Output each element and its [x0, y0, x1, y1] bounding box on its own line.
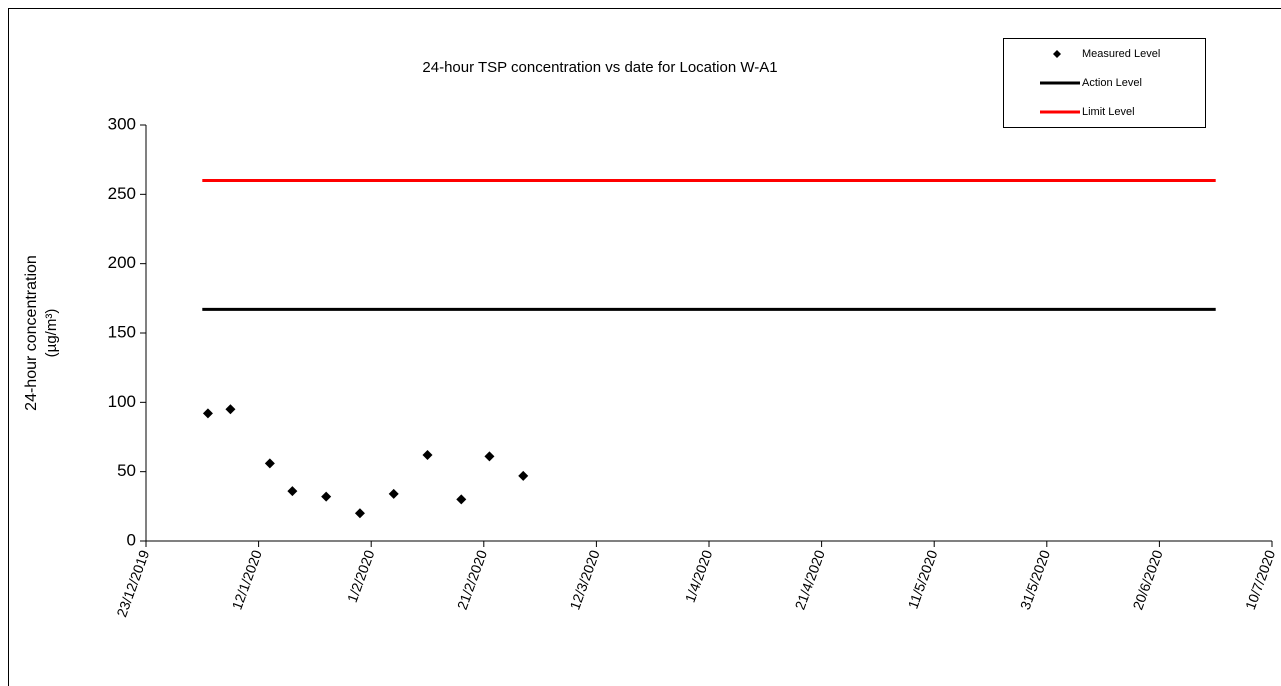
chart-frame [8, 8, 1281, 686]
x-tick-label: 21/4/2020 [792, 548, 828, 612]
y-tick-label: 0 [127, 530, 136, 549]
y-tick-label: 200 [108, 253, 136, 272]
legend-marker [1053, 50, 1061, 58]
x-tick-label: 12/3/2020 [566, 548, 602, 612]
legend-label: Measured Level [1082, 48, 1160, 60]
data-point [518, 470, 529, 481]
x-tick-label: 11/5/2020 [905, 548, 941, 611]
x-tick-label: 1/2/2020 [344, 548, 378, 605]
y-tick-label: 150 [108, 322, 136, 341]
data-point [287, 486, 298, 497]
x-tick-label: 20/6/2020 [1129, 548, 1165, 612]
legend-label: Action Level [1082, 77, 1142, 89]
x-tick-label: 10/7/2020 [1242, 548, 1278, 612]
y-tick-label: 250 [108, 184, 136, 203]
y-tick-label: 50 [117, 461, 136, 480]
chart-title: 24-hour TSP concentration vs date for Lo… [422, 59, 777, 76]
y-tick-label: 100 [108, 392, 136, 411]
data-point [388, 488, 399, 499]
y-label-line: (µg/m³) [43, 309, 60, 358]
x-tick-label: 12/1/2020 [229, 548, 265, 612]
y-tick-label: 300 [108, 114, 136, 133]
data-point [456, 494, 467, 505]
x-tick-label: 1/4/2020 [682, 548, 716, 605]
x-tick-label: 23/12/2019 [113, 548, 152, 620]
y-axis-label: 24-hour concentration (µg/m³) [23, 255, 60, 411]
data-point [354, 508, 365, 519]
data-point [202, 408, 213, 419]
data-point [225, 404, 236, 415]
data-point [264, 458, 275, 469]
legend-label: Limit Level [1082, 106, 1135, 118]
x-tick-label: 21/2/2020 [454, 548, 490, 612]
data-point [422, 450, 433, 461]
data-point [321, 491, 332, 502]
legend-box [1003, 38, 1206, 128]
x-tick-label: 31/5/2020 [1017, 548, 1053, 612]
y-label-line: 24-hour concentration [23, 255, 40, 411]
data-point [484, 451, 495, 462]
